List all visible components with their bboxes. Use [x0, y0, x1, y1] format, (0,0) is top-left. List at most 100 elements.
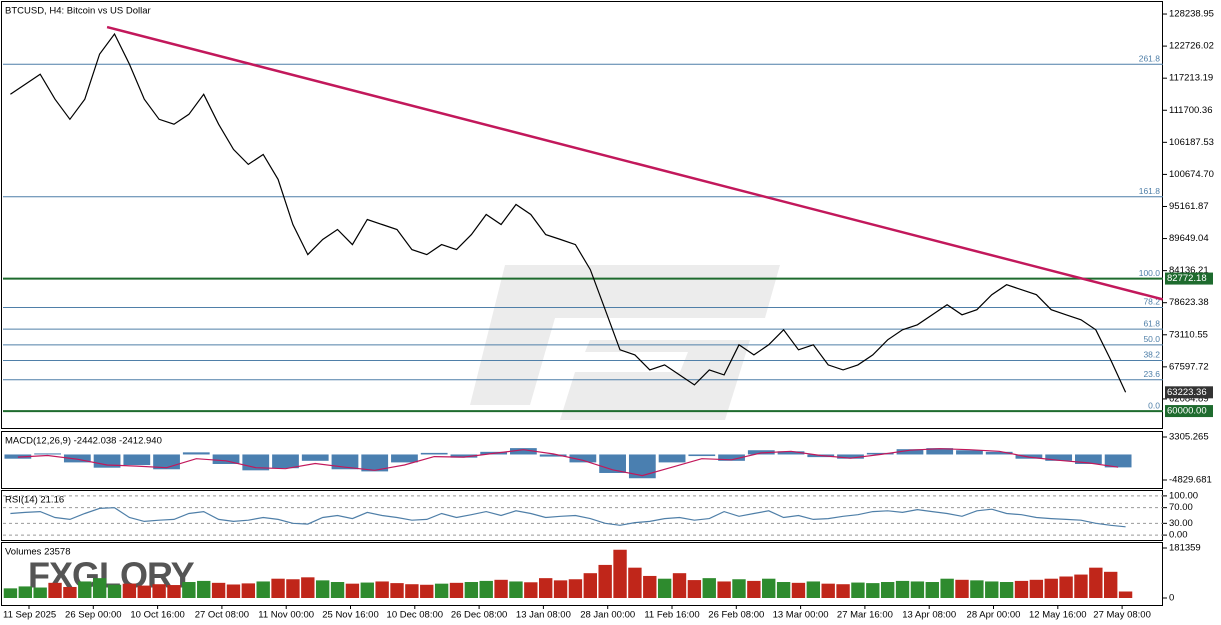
last-price-label: 63223.36 — [1167, 387, 1207, 398]
x-tick-label: 11 Nov 00:00 — [258, 610, 314, 621]
bar — [866, 452, 894, 455]
fib-label: 50.0 — [1143, 334, 1160, 344]
bar — [330, 582, 345, 599]
bar — [926, 448, 954, 455]
bar — [450, 454, 478, 458]
y-tick-label: 62084.89 — [1169, 393, 1209, 404]
bar — [955, 579, 969, 599]
fib-label: 261.8 — [1139, 53, 1161, 63]
x-tick-label: 12 May 16:00 — [1029, 610, 1087, 621]
y-tick-label: 67597.72 — [1169, 361, 1209, 372]
x-tick-label: 28 Jan 00:00 — [580, 610, 635, 621]
price-panel-frame — [1, 1, 1163, 429]
bar — [479, 580, 493, 599]
bar — [272, 454, 299, 469]
panel-title: Volumes 23578 — [5, 547, 71, 558]
series-line — [17, 448, 1119, 477]
bar — [361, 454, 389, 472]
bar — [48, 582, 62, 599]
bar — [1044, 578, 1058, 599]
bar — [791, 582, 806, 599]
bar — [539, 454, 567, 457]
bar — [599, 454, 626, 473]
y-tick-label: 100674.70 — [1169, 169, 1214, 180]
bar — [837, 454, 864, 459]
level-tag-label: 60000.00 — [1167, 406, 1207, 417]
bar — [1089, 567, 1103, 599]
x-tick-label: 11 Feb 16:00 — [644, 610, 699, 621]
bar — [553, 580, 568, 599]
bar — [970, 580, 984, 599]
bar — [643, 575, 657, 599]
bar — [940, 578, 954, 599]
bar — [956, 450, 983, 455]
bar — [851, 582, 865, 599]
y-tick-label: 100.00 — [1169, 490, 1198, 501]
bar — [1075, 454, 1102, 464]
bar — [910, 581, 925, 599]
y-tick-label: 181359 — [1169, 543, 1201, 554]
bar — [896, 449, 924, 455]
bar — [63, 586, 77, 599]
bar — [3, 588, 18, 599]
bar — [762, 578, 776, 599]
bar — [821, 583, 835, 599]
bar — [301, 454, 329, 461]
x-tick-label: 26 Sep 00:00 — [65, 610, 122, 621]
x-tick-label: 13 Jan 08:00 — [516, 610, 571, 621]
bar — [836, 584, 850, 599]
x-tick-label: 28 Apr 00:00 — [967, 610, 1021, 621]
x-tick-label: 13 Mar 00:00 — [773, 610, 829, 621]
bar — [658, 454, 686, 463]
fib-label: 38.2 — [1143, 350, 1160, 360]
bar — [776, 582, 791, 599]
bar — [1014, 580, 1029, 599]
bar — [777, 451, 805, 455]
level-tag — [1165, 405, 1213, 418]
x-tick-label: 26 Feb 08:00 — [708, 610, 764, 621]
rsi-panel-frame — [1, 490, 1163, 541]
y-tick-label: -4829.681 — [1169, 475, 1212, 486]
bar — [226, 584, 241, 599]
y-tick-label: 111700.36 — [1169, 105, 1213, 116]
bar — [613, 549, 627, 599]
bar — [524, 582, 538, 599]
bar — [18, 586, 32, 599]
bar — [360, 582, 374, 599]
bar — [1059, 576, 1073, 599]
x-tick-label: 10 Dec 08:00 — [387, 610, 444, 621]
bar — [494, 579, 508, 599]
trendline — [106, 25, 1164, 301]
x-tick-label: 10 Oct 16:00 — [130, 610, 184, 621]
bar — [420, 452, 448, 455]
bar — [405, 584, 419, 599]
bar — [390, 583, 404, 599]
bar — [434, 583, 449, 599]
y-tick-label: 128238.95 — [1169, 9, 1214, 20]
y-tick-label: 117213.19 — [1169, 73, 1213, 84]
bar — [286, 579, 300, 599]
logo-shape — [470, 265, 780, 405]
series-line — [10, 32, 1127, 393]
bar — [137, 585, 151, 599]
bar — [568, 579, 583, 599]
bar — [509, 581, 523, 599]
x-tick-label: 26 Dec 08:00 — [451, 610, 508, 621]
bar — [717, 581, 731, 599]
panel-title: MACD(12,26,9) -2442.038 -2412.940 — [5, 436, 162, 447]
level-tag — [1165, 272, 1213, 285]
y-tick-label: 73110.55 — [1169, 329, 1208, 340]
fib-label: 100.0 — [1139, 268, 1161, 278]
bar — [212, 454, 240, 464]
bar — [182, 582, 196, 599]
bar — [718, 454, 745, 461]
fib-label: 78.2 — [1143, 297, 1160, 307]
bar — [107, 584, 122, 599]
bar — [687, 580, 702, 599]
bar — [672, 573, 687, 599]
bar — [985, 581, 999, 599]
y-tick-label: 78623.38 — [1169, 297, 1209, 308]
bar — [391, 454, 418, 463]
macd-panel-frame — [1, 431, 1163, 489]
